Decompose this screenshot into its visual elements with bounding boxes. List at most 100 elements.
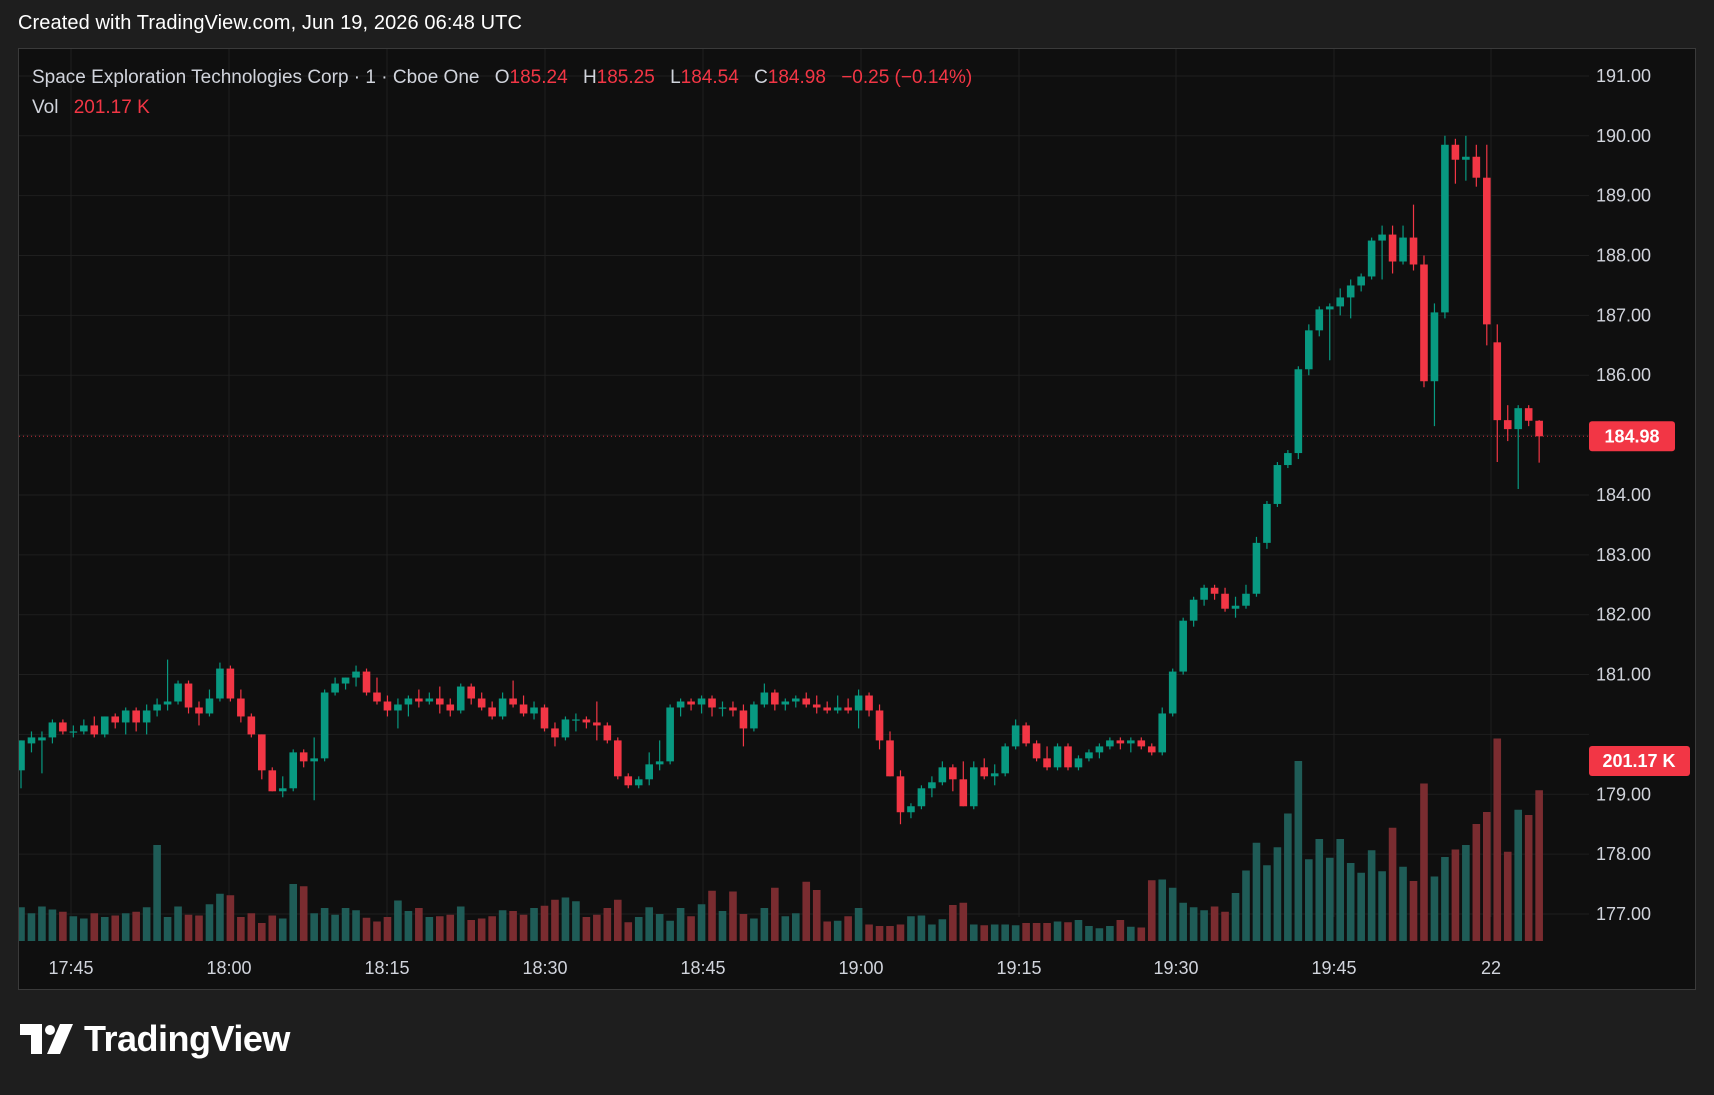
candle-body[interactable] — [100, 716, 109, 735]
candle-body[interactable] — [645, 764, 653, 780]
candle-body[interactable] — [687, 701, 695, 705]
candle-body[interactable] — [289, 752, 298, 789]
candle-body[interactable] — [268, 770, 277, 792]
candle-body[interactable] — [1001, 746, 1009, 774]
candle-body[interactable] — [708, 698, 716, 708]
candle-body[interactable] — [142, 710, 151, 723]
candle-body[interactable] — [153, 704, 161, 711]
candle-body[interactable] — [844, 707, 852, 711]
candle-body[interactable] — [1535, 420, 1543, 437]
candle-body[interactable] — [174, 683, 182, 702]
candle-body[interactable] — [666, 707, 674, 762]
candle-body[interactable] — [938, 767, 947, 783]
candle-body[interactable] — [875, 710, 884, 741]
candle-body[interactable] — [341, 677, 350, 684]
candle-body[interactable] — [1147, 746, 1156, 753]
candle-body[interactable] — [823, 707, 831, 711]
candle-body[interactable] — [907, 806, 915, 813]
candle-body[interactable] — [425, 698, 434, 702]
candle-body[interactable] — [593, 722, 601, 726]
candle-body[interactable] — [1524, 408, 1533, 421]
candle-body[interactable] — [1367, 240, 1376, 277]
candle-body[interactable] — [1168, 671, 1177, 714]
candle-body[interactable] — [121, 710, 130, 723]
candle-body[interactable] — [163, 701, 172, 705]
candle-body[interactable] — [27, 737, 36, 744]
chart-panel[interactable]: 191.00 190.00 189.00 188.00 187.00 186.00 184.… — [18, 48, 1696, 990]
candle-body[interactable] — [1053, 746, 1062, 768]
candle-body[interactable] — [1127, 740, 1135, 744]
candle-body[interactable] — [509, 698, 517, 705]
candle-body[interactable] — [436, 698, 444, 705]
candle-body[interactable] — [320, 692, 329, 759]
candle-body[interactable] — [1284, 453, 1292, 466]
candle-body[interactable] — [1252, 542, 1261, 594]
candle-body[interactable] — [383, 701, 392, 711]
candle-body[interactable] — [1493, 342, 1502, 421]
candle-body[interactable] — [1137, 740, 1146, 747]
candle-body[interactable] — [195, 707, 203, 714]
candle-body[interactable] — [467, 686, 476, 699]
candle-body[interactable] — [1388, 234, 1397, 262]
candle-body[interactable] — [404, 698, 413, 705]
candle-body[interactable] — [1263, 503, 1271, 543]
candle-body[interactable] — [59, 722, 67, 732]
candle-body[interactable] — [278, 788, 287, 792]
candle-body[interactable] — [415, 698, 423, 702]
candle-body[interactable] — [886, 740, 894, 777]
candle-body[interactable] — [331, 683, 339, 693]
candle-body[interactable] — [1200, 587, 1208, 600]
candle-body[interactable] — [634, 779, 643, 786]
candle-body[interactable] — [237, 698, 245, 717]
candle-body[interactable] — [1158, 713, 1167, 753]
candle-body[interactable] — [184, 683, 193, 708]
candle-body[interactable] — [1315, 309, 1324, 331]
candle-body[interactable] — [498, 698, 507, 717]
candle-body[interactable] — [1420, 264, 1428, 382]
candle-body[interactable] — [551, 728, 559, 738]
candlestick-chart[interactable]: 191.00 190.00 189.00 188.00 187.00 186.00 184.… — [19, 49, 1696, 990]
candle-body[interactable] — [812, 704, 821, 708]
candle-body[interactable] — [1357, 276, 1365, 286]
candle-body[interactable] — [247, 716, 256, 735]
candle-body[interactable] — [959, 779, 968, 807]
candle-body[interactable] — [1346, 285, 1355, 298]
candle-body[interactable] — [1011, 725, 1020, 747]
candle-body[interactable] — [572, 719, 580, 721]
candle-body[interactable] — [865, 695, 873, 711]
candle-body[interactable] — [299, 752, 308, 762]
candle-body[interactable] — [750, 704, 758, 729]
candle-body[interactable] — [1273, 465, 1282, 504]
candle-body[interactable] — [676, 701, 685, 708]
candle-body[interactable] — [226, 668, 235, 699]
candle-body[interactable] — [1032, 743, 1041, 759]
candle-body[interactable] — [1378, 234, 1386, 241]
candle-body[interactable] — [969, 767, 978, 807]
candle-body[interactable] — [1221, 593, 1229, 609]
candle-body[interactable] — [802, 698, 811, 705]
candle-body[interactable] — [48, 722, 57, 738]
candle-body[interactable] — [1336, 297, 1345, 307]
candle-body[interactable] — [1106, 740, 1114, 747]
candle-body[interactable] — [917, 788, 926, 807]
candle-body[interactable] — [729, 707, 737, 711]
candle-body[interactable] — [833, 707, 842, 711]
candle-body[interactable] — [38, 737, 46, 741]
candle-body[interactable] — [1022, 725, 1030, 744]
candle-body[interactable] — [624, 776, 633, 786]
candle-body[interactable] — [1503, 420, 1512, 430]
candle-body[interactable] — [19, 740, 25, 771]
tradingview-logo[interactable]: TradingView — [20, 1018, 290, 1060]
candle-body[interactable] — [519, 704, 528, 714]
candle-body[interactable] — [1095, 746, 1104, 753]
candle-body[interactable] — [1294, 369, 1303, 454]
candle-body[interactable] — [205, 698, 214, 714]
candle-body[interactable] — [1399, 237, 1407, 262]
candle-body[interactable] — [394, 704, 402, 711]
candle-body[interactable] — [1210, 587, 1219, 594]
candle-body[interactable] — [362, 671, 371, 693]
candle-body[interactable] — [781, 701, 790, 705]
candle-body[interactable] — [603, 725, 612, 741]
candle-body[interactable] — [1189, 599, 1198, 621]
candle-body[interactable] — [446, 704, 455, 711]
